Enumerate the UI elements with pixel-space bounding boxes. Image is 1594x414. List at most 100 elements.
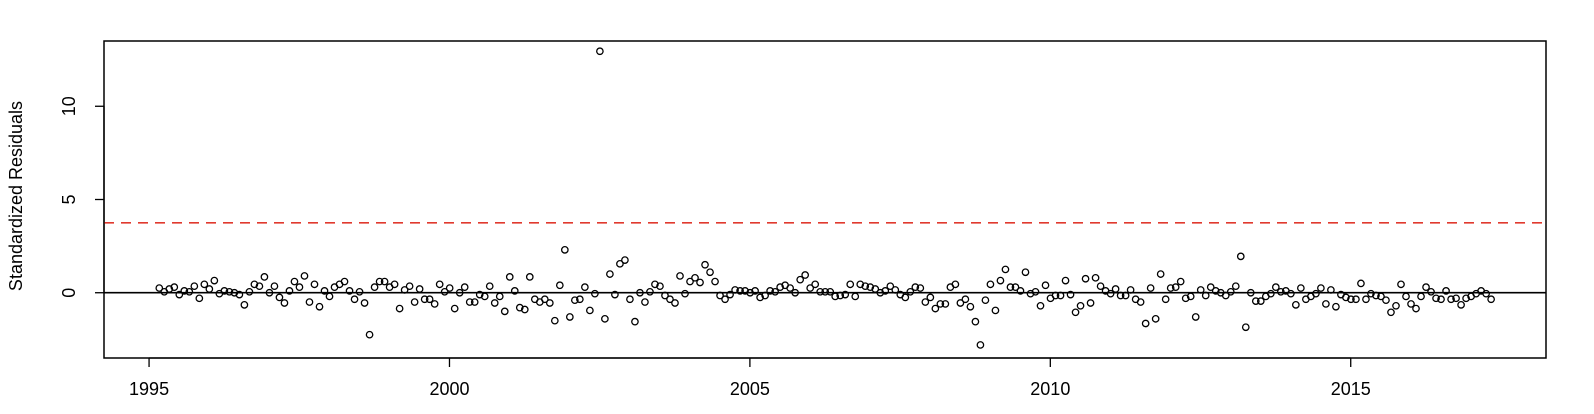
data-point bbox=[686, 277, 694, 286]
data-point bbox=[906, 287, 915, 296]
data-point bbox=[295, 283, 304, 291]
data-point bbox=[410, 298, 419, 306]
data-point bbox=[926, 293, 935, 302]
data-point bbox=[1367, 289, 1375, 298]
data-point bbox=[280, 299, 289, 307]
data-point bbox=[320, 287, 329, 295]
data-point bbox=[916, 284, 925, 292]
data-point bbox=[1256, 297, 1265, 305]
data-point bbox=[1397, 280, 1405, 289]
data-point bbox=[1166, 284, 1175, 292]
data-point bbox=[1362, 295, 1370, 304]
data-point bbox=[861, 282, 870, 291]
data-point bbox=[440, 287, 449, 296]
data-point bbox=[300, 272, 309, 280]
data-point bbox=[205, 285, 214, 293]
data-point bbox=[1096, 282, 1105, 291]
data-point bbox=[1372, 291, 1380, 300]
data-point bbox=[746, 288, 754, 297]
data-point bbox=[656, 282, 664, 291]
data-point bbox=[771, 287, 779, 296]
data-point bbox=[1176, 277, 1185, 286]
data-point bbox=[255, 282, 264, 291]
data-point bbox=[696, 278, 704, 287]
data-point bbox=[721, 295, 729, 304]
data-point bbox=[1171, 283, 1180, 291]
data-point bbox=[626, 295, 634, 304]
data-point bbox=[971, 317, 980, 326]
data-point bbox=[766, 287, 774, 295]
data-point bbox=[636, 288, 644, 297]
data-point bbox=[1106, 289, 1115, 298]
data-point bbox=[1457, 301, 1465, 309]
data-point bbox=[741, 287, 749, 295]
data-point bbox=[175, 290, 184, 299]
data-point bbox=[1086, 299, 1095, 307]
data-point bbox=[355, 287, 364, 296]
data-point bbox=[846, 280, 855, 289]
x-tick-label: 2005 bbox=[730, 379, 770, 399]
data-point bbox=[611, 290, 619, 299]
data-point bbox=[540, 295, 549, 304]
data-point bbox=[1241, 323, 1250, 332]
data-point bbox=[1322, 300, 1330, 308]
data-point bbox=[1116, 291, 1125, 300]
data-point bbox=[1487, 295, 1495, 304]
data-point bbox=[185, 287, 194, 296]
data-point bbox=[1026, 289, 1035, 298]
data-point bbox=[871, 285, 880, 293]
data-point bbox=[1186, 292, 1195, 301]
data-point bbox=[1151, 314, 1160, 323]
y-axis: 0 5 10 bbox=[59, 96, 105, 298]
data-point bbox=[941, 300, 950, 308]
data-point bbox=[1357, 279, 1365, 288]
data-point bbox=[1056, 291, 1065, 300]
data-point bbox=[190, 282, 199, 291]
data-point bbox=[490, 299, 499, 307]
data-point bbox=[966, 302, 975, 311]
data-point bbox=[1276, 287, 1285, 296]
data-point bbox=[405, 282, 414, 291]
data-point bbox=[390, 280, 399, 289]
data-point bbox=[520, 305, 529, 314]
data-point bbox=[270, 282, 279, 291]
data-point bbox=[560, 246, 569, 254]
data-point bbox=[981, 296, 990, 305]
data-point bbox=[1246, 288, 1255, 297]
data-point bbox=[245, 287, 254, 296]
data-point bbox=[1377, 292, 1385, 301]
data-point bbox=[570, 296, 579, 305]
y-tick-label: 10 bbox=[59, 96, 79, 116]
data-point bbox=[480, 292, 489, 301]
data-point bbox=[1447, 295, 1455, 304]
data-point bbox=[886, 282, 895, 291]
data-point bbox=[1206, 283, 1215, 291]
data-point bbox=[1482, 289, 1490, 298]
data-point bbox=[165, 285, 174, 293]
data-point bbox=[1271, 283, 1280, 291]
data-point bbox=[911, 283, 920, 291]
data-point bbox=[340, 277, 349, 286]
data-point bbox=[485, 282, 494, 291]
data-point bbox=[1442, 287, 1450, 295]
data-point bbox=[265, 288, 274, 297]
data-point bbox=[315, 302, 324, 311]
data-point bbox=[751, 287, 759, 295]
data-point bbox=[1006, 283, 1015, 291]
data-point bbox=[370, 283, 379, 291]
data-point bbox=[290, 277, 299, 286]
data-point bbox=[816, 287, 825, 296]
data-point bbox=[786, 284, 795, 292]
data-point bbox=[220, 287, 229, 295]
data-point bbox=[1036, 301, 1045, 310]
data-point bbox=[505, 273, 514, 281]
data-point bbox=[666, 295, 674, 304]
data-point bbox=[676, 272, 684, 280]
data-point bbox=[225, 287, 234, 296]
data-point bbox=[195, 294, 204, 303]
data-point bbox=[230, 288, 239, 297]
data-point bbox=[881, 287, 890, 295]
data-point bbox=[1332, 302, 1340, 311]
data-point bbox=[1432, 294, 1440, 303]
